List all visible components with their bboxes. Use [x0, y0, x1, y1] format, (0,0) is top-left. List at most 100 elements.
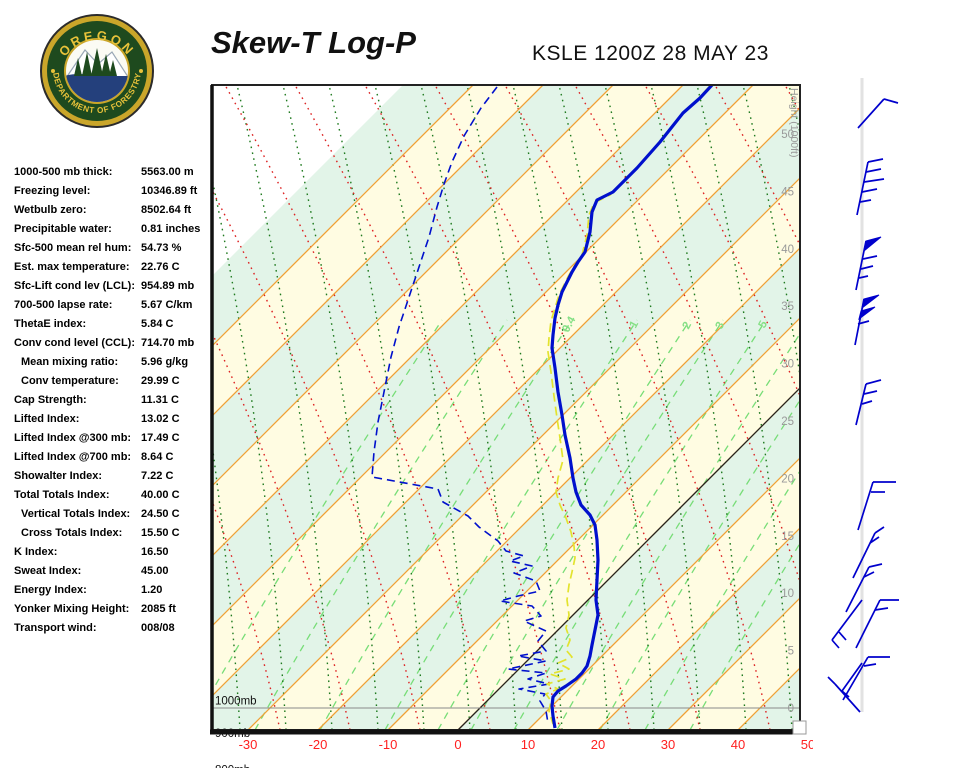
index-value: 954.89 mb — [141, 280, 195, 292]
svg-text:40: 40 — [731, 737, 745, 752]
index-value: 8502.64 ft — [141, 204, 192, 216]
svg-text:Height (1000ft): Height (1000ft) — [788, 88, 800, 157]
svg-text:2: 2 — [681, 320, 695, 331]
svg-text:50: 50 — [781, 129, 794, 141]
index-row: Total Totals Index: 40.00 C — [14, 486, 212, 505]
index-row: Lifted Index @700 mb: 8.64 C — [14, 448, 212, 467]
index-value: 1.20 — [141, 584, 163, 596]
index-label: Lifted Index: — [14, 413, 80, 425]
index-label: Lifted Index @700 mb: — [14, 451, 132, 463]
index-label: Energy Index: — [14, 584, 87, 596]
index-label: Sfc-Lift cond lev (LCL): — [14, 280, 135, 292]
wind-barb — [855, 599, 899, 649]
index-row: Vertical Totals Index: 24.50 C — [14, 505, 212, 524]
index-value: 8.64 C — [141, 451, 174, 463]
index-value: 5.96 g/kg — [141, 356, 189, 368]
svg-text:-20: -20 — [309, 737, 328, 752]
index-row: Lifted Index: 13.02 C — [14, 410, 212, 429]
index-row: Conv cond level (CCL): 714.70 mb — [14, 334, 212, 353]
wind-barb — [845, 563, 883, 613]
index-value: 10346.89 ft — [141, 185, 198, 197]
index-row: 1000-500 mb thick: 5563.00 m — [14, 163, 212, 182]
index-row: Energy Index: 1.20 — [14, 581, 212, 600]
svg-text:10: 10 — [521, 737, 535, 752]
svg-text:20: 20 — [781, 473, 794, 485]
index-value: 40.00 C — [141, 489, 180, 501]
index-row: Mean mixing ratio: 5.96 g/kg — [14, 353, 212, 372]
index-row: Sfc-500 mean rel hum: 54.73 % — [14, 239, 212, 258]
svg-text:30: 30 — [661, 737, 675, 752]
index-row: Lifted Index @300 mb: 17.49 C — [14, 429, 212, 448]
index-value: 714.70 mb — [141, 337, 195, 349]
svg-text:10: 10 — [781, 588, 794, 600]
index-value: 7.22 C — [141, 470, 174, 482]
wind-barb — [842, 656, 890, 701]
wind-barb — [857, 98, 899, 129]
svg-text:40: 40 — [781, 244, 794, 256]
index-value: 16.50 — [141, 546, 169, 558]
index-row: Wetbulb zero: 8502.64 ft — [14, 201, 212, 220]
svg-text:25: 25 — [781, 416, 794, 428]
wind-barb — [841, 662, 863, 698]
index-row: Transport wind: 008/08 — [14, 619, 212, 638]
index-label: Lifted Index @300 mb: — [14, 432, 132, 444]
index-value: 11.31 C — [141, 394, 179, 406]
sounding-traces — [371, 85, 714, 729]
svg-text:0: 0 — [454, 737, 461, 752]
index-value: 5.84 C — [141, 318, 174, 330]
index-label: Showalter Index: — [14, 470, 103, 482]
wind-barb — [854, 294, 880, 346]
index-value: 5.67 C/km — [141, 299, 193, 311]
wind-barb — [856, 158, 885, 216]
index-label: 700-500 lapse rate: — [14, 299, 113, 311]
zero-degree-isotherm — [457, 387, 800, 730]
index-value: 5563.00 m — [141, 166, 194, 178]
index-row: Yonker Mixing Height: 2085 ft — [14, 600, 212, 619]
wind-barb — [857, 481, 896, 531]
index-label: 1000-500 mb thick: — [14, 166, 113, 178]
svg-text:5: 5 — [757, 318, 771, 330]
svg-text:3: 3 — [714, 320, 728, 331]
index-value: 22.76 C — [141, 261, 180, 273]
index-row: Sweat Index: 45.00 — [14, 562, 212, 581]
page-title: Skew-T Log-P — [211, 25, 416, 60]
background-bands — [212, 85, 800, 730]
index-value: 13.02 C — [141, 413, 180, 425]
index-label: Est. max temperature: — [14, 261, 130, 273]
svg-text:45: 45 — [781, 186, 794, 198]
index-row: 700-500 lapse rate: 5.67 C/km — [14, 296, 212, 315]
svg-text:-30: -30 — [239, 737, 258, 752]
index-label: Sweat Index: — [14, 565, 82, 577]
index-value: 008/08 — [141, 622, 175, 634]
index-row: Cap Strength: 11.31 C — [14, 391, 212, 410]
index-label: Total Totals Index: — [14, 489, 110, 501]
svg-text:35: 35 — [781, 301, 794, 313]
index-row: Freezing level: 10346.89 ft — [14, 182, 212, 201]
svg-text:30: 30 — [781, 359, 794, 371]
wind-barb — [852, 526, 885, 579]
svg-text:50: 50 — [801, 737, 815, 752]
index-row: Est. max temperature: 22.76 C — [14, 258, 212, 277]
isotherm-lines — [212, 85, 800, 730]
index-value: 29.99 C — [141, 375, 180, 387]
index-label: ThetaE index: — [14, 318, 87, 330]
index-value: 0.81 inches — [141, 223, 201, 235]
index-row: Showalter Index: 7.22 C — [14, 467, 212, 486]
wind-barb — [855, 379, 882, 426]
svg-text:0: 0 — [788, 703, 794, 715]
index-label: Conv temperature: — [21, 375, 119, 387]
index-row: Conv temperature: 29.99 C — [14, 372, 212, 391]
index-label: Vertical Totals Index: — [21, 508, 131, 520]
pressure-gridlines — [212, 707, 800, 709]
index-label: Wetbulb zero: — [14, 204, 87, 216]
index-label: Conv cond level (CCL): — [14, 337, 136, 349]
svg-text:20: 20 — [591, 737, 605, 752]
index-row: Sfc-Lift cond lev (LCL): 954.89 mb — [14, 277, 212, 296]
svg-text:5: 5 — [788, 646, 794, 658]
index-label: Sfc-500 mean rel hum: — [14, 242, 132, 254]
index-value: 45.00 — [141, 565, 169, 577]
odf-logo: OREGON DEPARTMENT OF FORESTRY — [40, 14, 154, 128]
